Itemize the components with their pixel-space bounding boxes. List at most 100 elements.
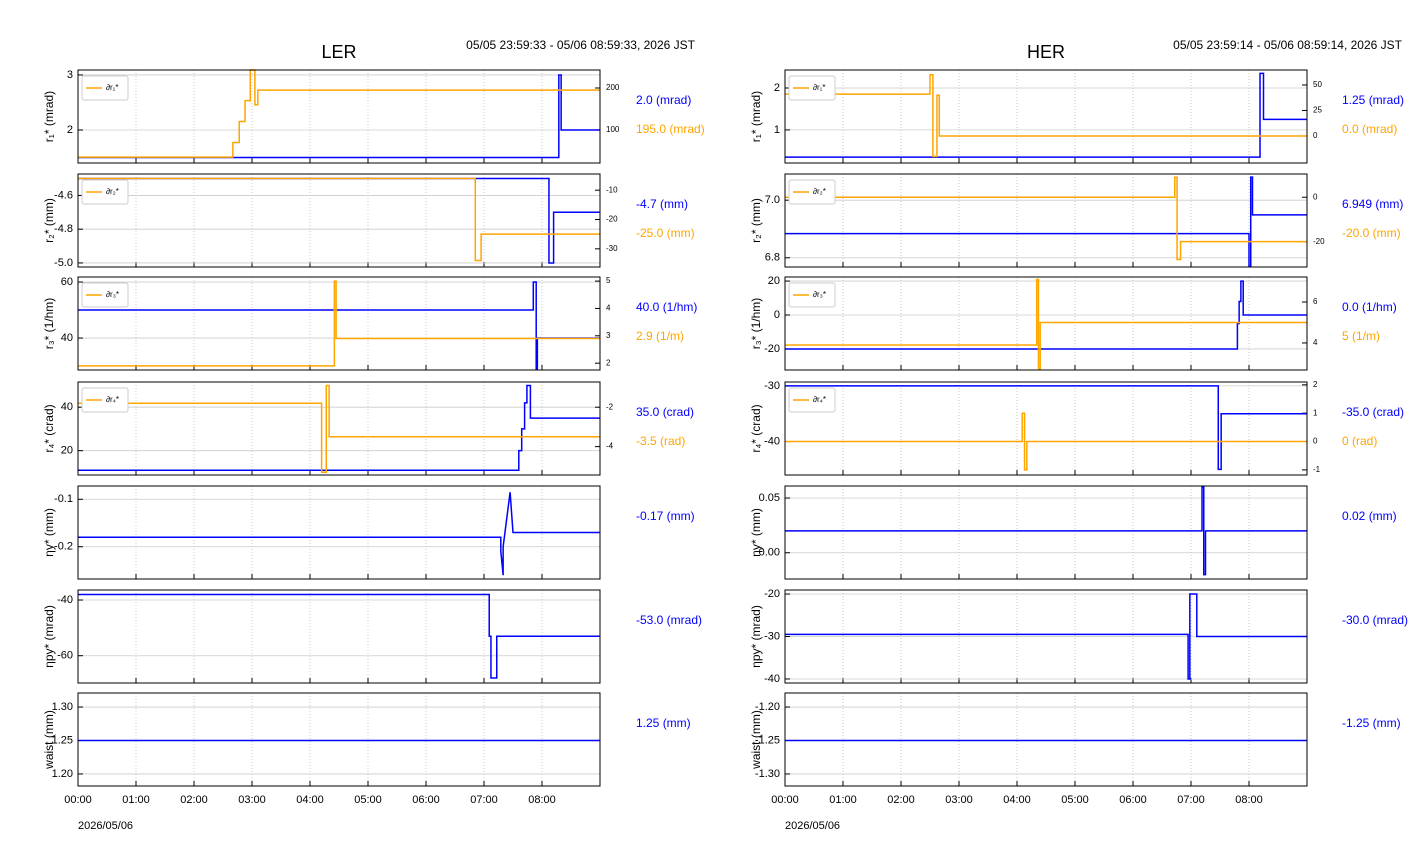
chart-title: HER xyxy=(1027,42,1065,62)
legend-box xyxy=(81,75,129,101)
y-axis-label: r₂* (mm) xyxy=(42,198,56,243)
value-annotation: -0.17 (mm) xyxy=(636,509,695,523)
y-tick-label: 1.20 xyxy=(52,768,73,780)
y2-tick-label: 100 xyxy=(606,125,620,134)
legend-box xyxy=(788,387,836,413)
value-annotation: 0.02 (mm) xyxy=(1342,509,1397,523)
x-tick-label: 00:00 xyxy=(771,794,799,806)
series-line xyxy=(78,280,600,367)
value-annotation: 6.949 (mm) xyxy=(1342,197,1403,211)
y-tick-label: -30 xyxy=(764,630,780,642)
y-tick-label: 40 xyxy=(61,401,73,413)
legend-label: ∂r₃* xyxy=(106,290,119,299)
plot-frame xyxy=(784,485,1308,580)
legend-label: ∂r₄* xyxy=(813,395,826,404)
plot-frame xyxy=(784,692,1308,787)
value-annotation: -35.0 (crad) xyxy=(1342,405,1404,419)
x-axis-label: 2026/05/06 xyxy=(78,820,133,832)
x-tick-label: 01:00 xyxy=(122,794,150,806)
x-tick-label: 06:00 xyxy=(1119,794,1147,806)
y-tick-label: 1 xyxy=(774,124,780,136)
y-tick-label: -60 xyxy=(57,650,73,662)
series-line xyxy=(785,412,1307,471)
x-tick-label: 01:00 xyxy=(829,794,857,806)
plot-frame xyxy=(77,173,601,268)
value-annotation: 195.0 (mrad) xyxy=(636,122,705,136)
y-axis-label: r₁* (mrad) xyxy=(749,91,763,142)
y2-tick-label: 200 xyxy=(606,83,620,92)
value-annotation: -4.7 (mm) xyxy=(636,197,688,211)
value-annotation: 35.0 (crad) xyxy=(636,405,694,419)
series-line xyxy=(78,281,600,370)
y-tick-label: 20 xyxy=(768,275,780,287)
y2-tick-label: 0 xyxy=(1313,131,1318,140)
series-line xyxy=(78,492,600,576)
y-tick-label: 2 xyxy=(774,82,780,94)
y2-tick-label: 2 xyxy=(1313,380,1318,389)
series-line xyxy=(785,385,1307,471)
value-annotation: -53.0 (mrad) xyxy=(636,613,702,627)
plot-frame xyxy=(784,381,1308,476)
value-annotation: 0.0 (1/hm) xyxy=(1342,300,1397,314)
x-tick-label: 00:00 xyxy=(64,794,92,806)
y-tick-label: -5.0 xyxy=(54,257,73,269)
y-axis-label: ηpy* (mrad) xyxy=(749,605,763,668)
series-line xyxy=(78,177,600,264)
plot-frame xyxy=(77,69,601,164)
x-tick-label: 03:00 xyxy=(238,794,266,806)
series-line xyxy=(785,593,1307,680)
x-tick-label: 04:00 xyxy=(1003,794,1031,806)
y-axis-label: ηy* (mm) xyxy=(42,508,56,557)
plot-frame xyxy=(784,173,1308,268)
x-tick-label: 08:00 xyxy=(528,794,556,806)
y2-tick-label: 0 xyxy=(1313,192,1318,201)
y-tick-label: -30 xyxy=(764,380,780,392)
y-axis-label: r₃* (1/hm) xyxy=(749,298,763,350)
chart-subtitle: 05/05 23:59:33 - 05/06 08:59:33, 2026 JS… xyxy=(466,38,696,52)
y-tick-label: 0 xyxy=(774,309,780,321)
y-axis-label: r₁* (mrad) xyxy=(42,91,56,142)
value-annotation: -20.0 (mm) xyxy=(1342,226,1401,240)
y2-tick-label: -4 xyxy=(606,442,614,451)
value-annotation: 0 (rad) xyxy=(1342,434,1377,448)
legend-label: ∂r₃* xyxy=(813,290,826,299)
plot-frame xyxy=(784,589,1308,684)
y-tick-label: -1.30 xyxy=(755,768,780,780)
x-tick-label: 04:00 xyxy=(296,794,324,806)
plot-frame xyxy=(784,69,1308,164)
series-line xyxy=(78,384,600,471)
x-axis-label: 2026/05/06 xyxy=(785,820,840,832)
y-axis-label: r₄* (crad) xyxy=(749,404,763,452)
series-line xyxy=(785,72,1307,158)
y-tick-label: 0.00 xyxy=(759,547,780,559)
series-line xyxy=(785,176,1307,268)
legend-box xyxy=(788,282,836,308)
plot-frame xyxy=(77,276,601,371)
y-tick-label: -40 xyxy=(57,594,73,606)
series-line xyxy=(785,176,1307,261)
y-tick-label: 1.25 xyxy=(52,734,73,746)
y2-tick-label: 2 xyxy=(606,358,611,367)
legend-box xyxy=(81,282,129,308)
y2-tick-label: 4 xyxy=(1313,338,1318,347)
chart-title: LER xyxy=(321,42,356,62)
legend-box xyxy=(788,179,836,205)
x-tick-label: 07:00 xyxy=(1177,794,1205,806)
y2-tick-label: -10 xyxy=(606,185,618,194)
series-line xyxy=(78,69,600,158)
value-annotation: 2.0 (mrad) xyxy=(636,93,691,107)
y-tick-label: -20 xyxy=(764,588,780,600)
series-line xyxy=(785,486,1307,576)
y2-tick-label: 5 xyxy=(606,276,611,285)
x-tick-label: 08:00 xyxy=(1235,794,1263,806)
plot-frame xyxy=(77,381,601,476)
series-line xyxy=(785,280,1307,350)
y2-tick-label: 3 xyxy=(606,331,611,340)
y2-tick-label: -20 xyxy=(1313,237,1325,246)
value-annotation: -1.25 (mm) xyxy=(1342,716,1401,730)
y-axis-label: r₄* (crad) xyxy=(42,404,56,452)
value-annotation: 0.0 (mrad) xyxy=(1342,122,1397,136)
y2-tick-label: 0 xyxy=(1313,437,1318,446)
value-annotation: -30.0 (mrad) xyxy=(1342,613,1408,627)
